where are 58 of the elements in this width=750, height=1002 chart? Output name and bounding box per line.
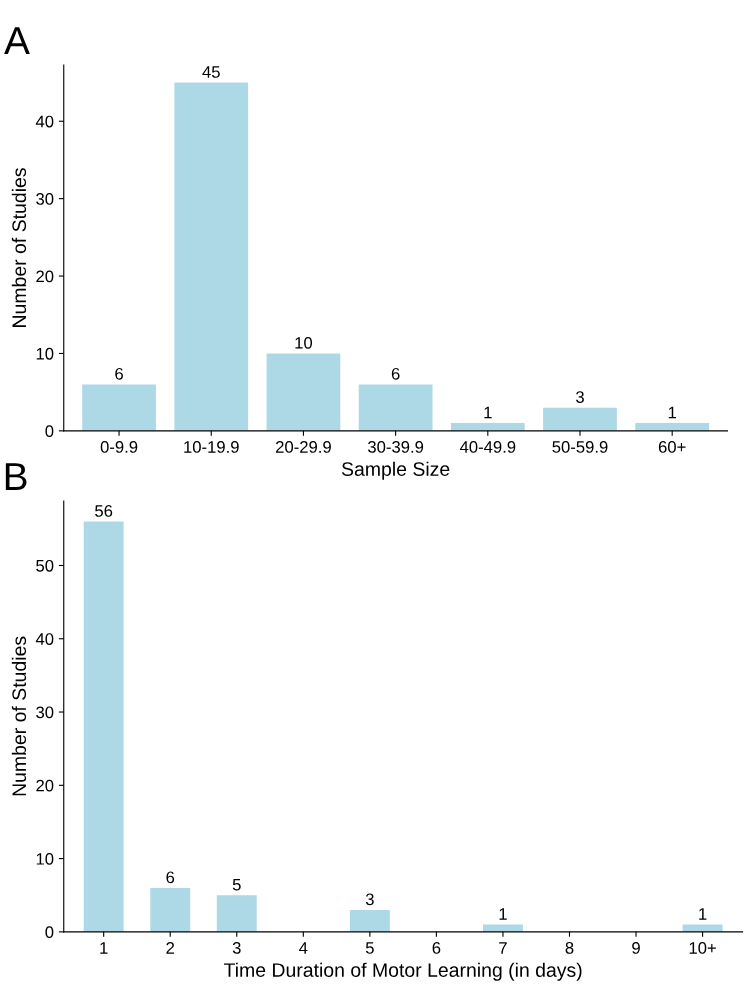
y-tick-label: 10 (36, 852, 54, 865)
data-label: 6 (166, 871, 175, 884)
y-tick-label: 0 (45, 926, 54, 939)
y-tick-label: 30 (36, 193, 54, 205)
data-label: 1 (499, 908, 507, 920)
x-tick-label: 3 (232, 942, 241, 954)
x-axis-title: Time Duration of Motor Learning (in days) (224, 962, 582, 981)
bar (174, 82, 249, 431)
bar (349, 909, 390, 932)
data-label: 56 (95, 505, 113, 517)
x-tick-label: 10+ (689, 942, 716, 954)
data-label: 1 (668, 406, 677, 419)
x-tick-label: 8 (565, 942, 574, 954)
x-tick-label: 60+ (658, 441, 686, 453)
y-tick-label: 0 (45, 425, 54, 438)
data-label: 5 (232, 878, 241, 891)
y-tick-label: 40 (35, 633, 54, 645)
data-label: 1 (699, 908, 707, 920)
data-label: 45 (202, 66, 220, 78)
y-tick-label: 30 (36, 706, 54, 719)
bar (450, 423, 525, 431)
bar (83, 521, 124, 932)
y-tick-label: 40 (35, 115, 54, 128)
x-tick-label: 7 (499, 942, 507, 954)
x-tick-label: 2 (166, 942, 175, 954)
bar (543, 407, 617, 431)
x-tick-label: 1 (100, 942, 108, 954)
y-tick-label: 10 (36, 347, 54, 360)
x-tick-label: 50-59.9 (552, 441, 608, 453)
bar (635, 423, 710, 431)
y-axis-title: Number of Studies (11, 168, 27, 327)
x-tick-label: 9 (632, 942, 640, 954)
bar (150, 887, 191, 932)
data-label: 3 (576, 391, 584, 403)
data-label: 6 (115, 367, 123, 380)
x-tick-label: 30-39.9 (368, 441, 424, 453)
y-tick-label: 50 (36, 559, 54, 572)
x-tick-label: 4 (299, 942, 308, 954)
x-tick-label: 20-29.9 (276, 441, 331, 453)
bar (358, 384, 433, 431)
x-tick-label: 40-49.9 (459, 441, 516, 453)
data-label: 3 (365, 893, 374, 906)
x-axis-title: Sample Size (341, 461, 450, 480)
y-tick-label: 20 (36, 779, 54, 792)
bar (82, 384, 156, 431)
data-label: 6 (391, 367, 400, 380)
bar (216, 895, 257, 932)
data-label: 1 (484, 406, 492, 419)
data-label: 10 (295, 336, 313, 349)
x-tick-label: 5 (365, 942, 374, 954)
y-tick-label: 20 (36, 270, 54, 283)
x-tick-label: 10-19.9 (184, 441, 239, 453)
y-axis-title: Number of Studies (11, 636, 27, 796)
x-tick-label: 6 (432, 942, 441, 954)
chart-title: B (5, 463, 27, 490)
chart-title: A (4, 27, 30, 55)
bar (266, 353, 341, 431)
x-tick-label: 0-9.9 (100, 441, 138, 453)
